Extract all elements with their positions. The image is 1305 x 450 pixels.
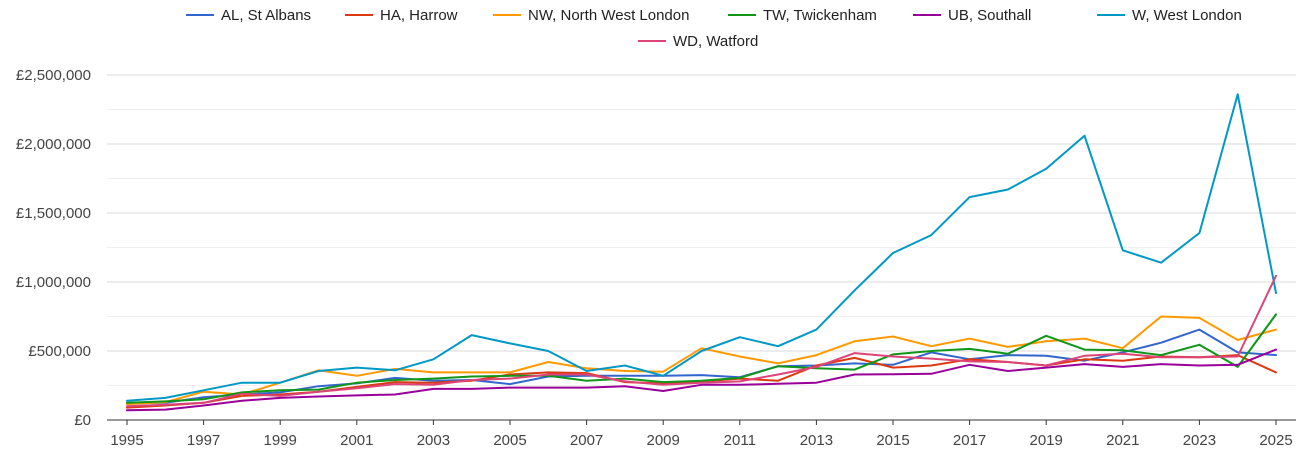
series-line[interactable] xyxy=(126,93,1277,402)
series-line[interactable] xyxy=(126,348,1277,412)
x-tick-label: 2009 xyxy=(647,432,680,449)
legend-item[interactable]: UB, Southall xyxy=(913,7,1031,24)
x-tick-label: 2013 xyxy=(800,432,833,449)
y-tick-label: £1,000,000 xyxy=(16,274,91,291)
legend-label: W, West London xyxy=(1132,7,1242,24)
legend-item[interactable]: TW, Twickenham xyxy=(728,7,877,24)
x-tick-label: 1999 xyxy=(264,432,297,449)
y-tick-label: £2,500,000 xyxy=(16,67,91,84)
y-tick-label: £2,000,000 xyxy=(16,136,91,153)
x-tick-label: 2017 xyxy=(953,432,986,449)
y-tick-label: £500,000 xyxy=(28,343,91,360)
axis-layer: £0 £500,000 £1,000,000 £1,500,000 £2,000,000… xyxy=(16,67,1296,449)
x-tick-label: 2011 xyxy=(724,432,756,449)
legend-label: HA, Harrow xyxy=(380,7,458,24)
x-tick-label: 2021 xyxy=(1106,432,1139,449)
legend-item[interactable]: AL, St Albans xyxy=(186,7,311,24)
x-tick-label: 2023 xyxy=(1183,432,1216,449)
x-tick-label: 2005 xyxy=(493,432,526,449)
series-line[interactable] xyxy=(126,313,1277,404)
series-layer xyxy=(126,93,1277,412)
legend-item[interactable]: W, West London xyxy=(1097,7,1242,24)
legend[interactable]: AL, St Albans HA, Harrow NW, North West Lo… xyxy=(186,7,1242,50)
grid-layer xyxy=(107,74,1296,386)
series-line[interactable] xyxy=(126,328,1277,405)
legend-item[interactable]: NW, North West London xyxy=(493,7,689,24)
legend-label: TW, Twickenham xyxy=(763,7,877,24)
x-tick-label: 2015 xyxy=(876,432,909,449)
legend-item[interactable]: HA, Harrow xyxy=(345,7,458,24)
series-line[interactable] xyxy=(126,274,1277,408)
legend-label: NW, North West London xyxy=(528,7,689,24)
legend-label: UB, Southall xyxy=(948,7,1031,24)
x-tick-label: 1995 xyxy=(110,432,143,449)
y-tick-label: £1,500,000 xyxy=(16,205,91,222)
legend-label: AL, St Albans xyxy=(221,7,311,24)
x-tick-label: 2019 xyxy=(1030,432,1063,449)
legend-label: WD, Watford xyxy=(673,33,758,50)
x-tick-label: 2025 xyxy=(1259,432,1292,449)
y-tick-label: £0 xyxy=(74,412,91,429)
x-tick-label: 1997 xyxy=(187,432,220,449)
legend-item[interactable]: WD, Watford xyxy=(638,33,758,50)
x-tick-label: 2007 xyxy=(570,432,603,449)
x-tick-label: 2001 xyxy=(340,432,373,449)
x-tick-label: 2003 xyxy=(417,432,450,449)
